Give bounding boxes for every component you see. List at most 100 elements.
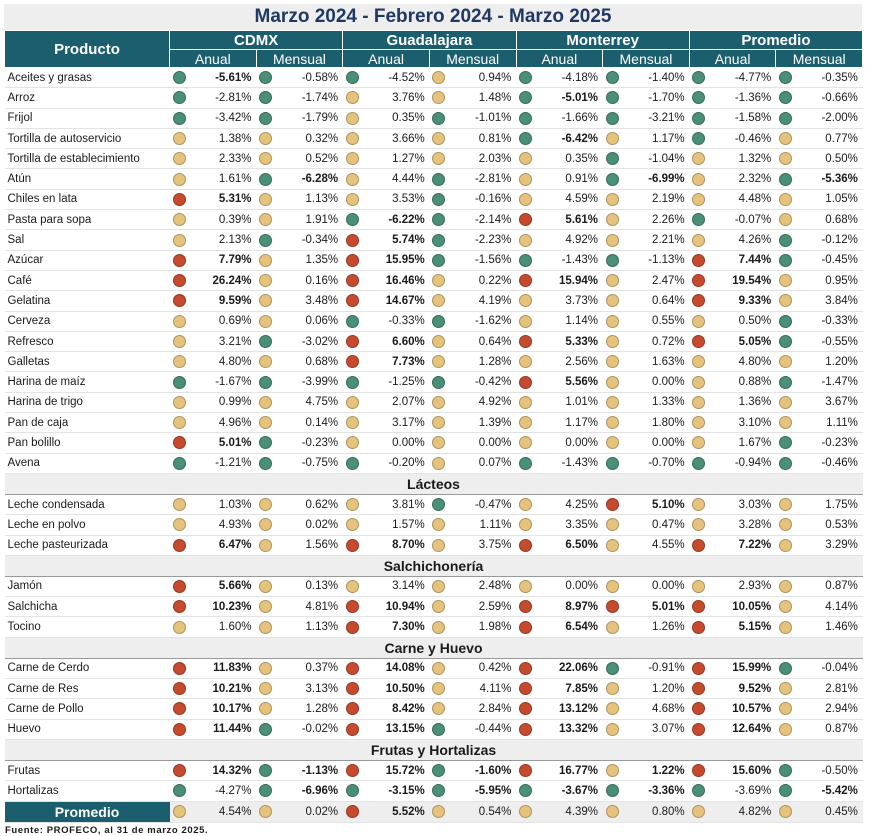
green-indicator-icon xyxy=(432,192,446,206)
green-indicator-icon xyxy=(259,233,273,247)
value-cell: 1.26% xyxy=(602,616,690,638)
value-cell: -1.43% xyxy=(516,453,603,474)
value-cell: -1.43% xyxy=(516,250,603,271)
value-text: 4.54% xyxy=(218,805,252,818)
red-indicator-icon xyxy=(172,253,186,267)
value-text: 0.87% xyxy=(825,723,858,736)
yellow-indicator-icon xyxy=(172,355,186,369)
value-text: -2.00% xyxy=(821,112,858,125)
value-text: 0.00% xyxy=(392,436,425,449)
yellow-indicator-icon xyxy=(519,192,533,206)
value-text: 5.15% xyxy=(738,621,772,634)
red-indicator-icon xyxy=(345,233,359,247)
red-indicator-icon xyxy=(345,620,359,634)
value-text: 1.11% xyxy=(826,416,858,429)
yellow-indicator-icon xyxy=(778,579,792,593)
value-cell: -1.13% xyxy=(256,760,343,782)
value-text: 3.48% xyxy=(305,294,339,307)
yellow-indicator-icon xyxy=(345,152,359,166)
product-name: Galletas xyxy=(4,351,170,373)
value-cell: 0.68% xyxy=(775,209,863,231)
value-text: 1.63% xyxy=(652,355,685,368)
red-indicator-icon xyxy=(345,661,359,675)
table-row: Carne de Cerdo 11.83% 0.37% 14.08% 0.42% 22.0… xyxy=(4,658,863,680)
value-cell: 4.14% xyxy=(775,596,863,618)
value-cell: 15.72% xyxy=(342,760,430,782)
value-text: 0.37% xyxy=(305,662,339,675)
value-cell: 4.54% xyxy=(169,800,257,823)
value-text: 14.08% xyxy=(385,662,425,675)
value-cell: -3.21% xyxy=(602,108,690,129)
value-cell: 16.77% xyxy=(516,760,603,782)
value-cell: -0.23% xyxy=(256,432,343,454)
value-text: 15.94% xyxy=(559,274,599,287)
value-text: 8.70% xyxy=(392,539,425,552)
value-cell: -0.23% xyxy=(775,432,863,454)
value-text: 4.93% xyxy=(218,518,252,531)
value-cell: 1.48% xyxy=(429,87,517,109)
green-indicator-icon xyxy=(778,335,792,348)
value-cell: 26.24% xyxy=(169,270,257,292)
green-indicator-icon xyxy=(259,456,273,470)
value-cell: 0.02% xyxy=(256,800,343,823)
yellow-indicator-icon xyxy=(605,233,619,247)
value-text: 4.96% xyxy=(218,416,252,429)
green-indicator-icon xyxy=(345,314,359,328)
value-text: 0.45% xyxy=(825,805,858,818)
value-cell: 0.94% xyxy=(429,67,517,89)
value-cell: 0.00% xyxy=(429,432,517,454)
value-cell: 10.17% xyxy=(169,698,257,720)
red-indicator-icon xyxy=(172,722,186,736)
value-cell: -4.18% xyxy=(516,67,603,89)
green-indicator-icon xyxy=(605,91,619,105)
value-text: 0.91% xyxy=(565,173,599,186)
value-cell: 0.37% xyxy=(256,658,343,680)
value-text: 1.27% xyxy=(392,152,425,165)
value-text: 1.38% xyxy=(218,132,252,145)
red-indicator-icon xyxy=(519,538,533,552)
value-text: -1.60% xyxy=(474,764,512,777)
yellow-indicator-icon xyxy=(259,682,273,696)
table-row: Avena -1.21% -0.75% -0.20% 0.07% -1.43% -0.70%… xyxy=(4,453,863,474)
value-cell: 13.32% xyxy=(516,719,603,740)
value-text: -0.75% xyxy=(301,457,339,470)
section-header-row: Frutas y Hortalizas xyxy=(4,738,863,761)
section-title: Frutas y Hortalizas xyxy=(4,738,863,761)
value-cell: 1.28% xyxy=(429,351,517,373)
value-cell: -1.60% xyxy=(429,760,517,782)
value-cell: -0.33% xyxy=(775,311,863,332)
yellow-indicator-icon xyxy=(259,192,273,206)
value-text: 4.75% xyxy=(305,396,339,409)
yellow-indicator-icon xyxy=(778,620,792,634)
yellow-indicator-icon xyxy=(692,375,706,389)
value-cell: -0.02% xyxy=(256,719,343,740)
red-indicator-icon xyxy=(172,538,186,552)
yellow-indicator-icon xyxy=(605,274,619,288)
value-text: -0.47% xyxy=(474,498,512,511)
red-indicator-icon xyxy=(692,722,706,736)
value-cell: -0.44% xyxy=(429,719,517,740)
yellow-indicator-icon xyxy=(519,152,533,166)
value-cell: -5.42% xyxy=(775,780,863,802)
value-cell: 0.87% xyxy=(775,719,863,740)
value-cell: 4.55% xyxy=(602,535,690,556)
value-cell: -0.45% xyxy=(775,250,863,271)
yellow-indicator-icon xyxy=(259,579,273,593)
average-row: Promedio 4.54% 0.02% 5.52% 0.54% 4.39% 0.80% 4.… xyxy=(4,800,863,823)
yellow-indicator-icon xyxy=(605,314,619,328)
red-indicator-icon xyxy=(345,294,359,308)
value-cell: 7.85% xyxy=(516,678,603,700)
value-cell: 5.74% xyxy=(342,229,430,251)
value-text: 2.84% xyxy=(478,702,512,715)
value-cell: 4.25% xyxy=(516,494,603,516)
yellow-indicator-icon xyxy=(692,233,706,247)
yellow-indicator-icon xyxy=(432,661,446,675)
yellow-indicator-icon xyxy=(172,132,186,146)
value-cell: -2.81% xyxy=(429,168,517,190)
yellow-indicator-icon xyxy=(519,314,533,328)
value-text: 0.07% xyxy=(478,457,512,470)
value-text: -3.02% xyxy=(301,335,339,348)
value-text: 3.13% xyxy=(305,682,339,695)
green-indicator-icon xyxy=(519,91,533,105)
sub-header-mensual: Mensual xyxy=(428,49,517,68)
